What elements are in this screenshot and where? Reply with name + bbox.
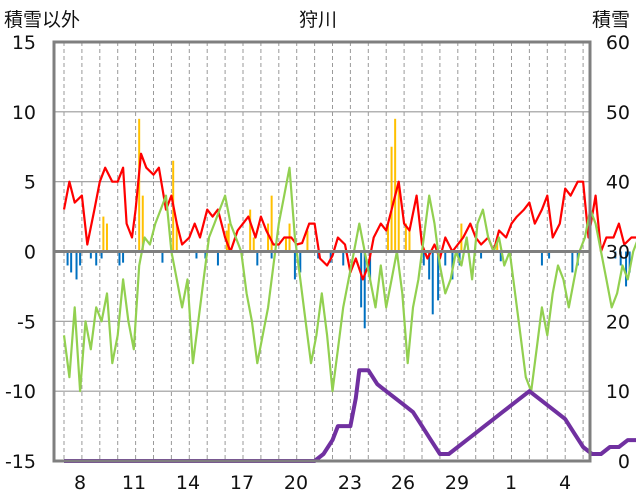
precip-bar-negative <box>614 251 617 259</box>
precip-bar-negative <box>204 251 207 259</box>
y-tick-left: 0 <box>24 242 36 264</box>
precip-bar-negative <box>256 251 259 266</box>
x-tick-label: 20 <box>284 472 308 494</box>
precip-bar-negative <box>480 251 483 259</box>
precip-bar-negative <box>444 251 447 266</box>
precip-bar-negative <box>619 251 622 266</box>
precip-bar-negative <box>118 251 121 266</box>
x-tick-label: 23 <box>338 472 362 494</box>
axes <box>52 40 592 463</box>
series-line-red <box>62 152 636 281</box>
precip-bar-negative <box>428 251 431 280</box>
x-tick-label: 14 <box>176 472 200 494</box>
precip-bar-negative <box>571 251 574 273</box>
y-tick-left: 10 <box>12 102 36 124</box>
right-axis-title: 積雪 <box>592 9 630 31</box>
y-tick-left: 15 <box>12 32 36 54</box>
precip-bar-negative <box>360 251 363 308</box>
y-tick-left: -10 <box>5 381 36 403</box>
precip-bar <box>175 223 178 252</box>
y-tick-right: 50 <box>606 102 630 124</box>
precip-bar <box>252 237 255 252</box>
y-tick-left: -5 <box>17 311 36 333</box>
x-tick-label: 29 <box>445 472 469 494</box>
x-tick-label: 8 <box>74 472 86 494</box>
chart-title: 狩川 <box>299 9 337 31</box>
precip-bar-negative <box>342 251 345 266</box>
precip-bar-negative <box>216 251 219 266</box>
precip-bar-negative <box>95 251 98 266</box>
series-lines <box>62 152 636 463</box>
precip-bar-negative <box>548 251 551 259</box>
precip-bar-negative <box>431 251 434 315</box>
precip-bar-negative <box>299 251 302 273</box>
precip-bar-negative <box>89 251 92 259</box>
precip-bar-negative <box>422 251 425 266</box>
series-line-green <box>62 166 636 393</box>
series-line-purple <box>64 368 636 463</box>
precip-bar-negative <box>75 251 78 280</box>
y-tick-left: -15 <box>5 451 36 473</box>
precip-bar-negative <box>70 251 73 273</box>
grid <box>54 42 590 461</box>
precip-bar-negative <box>270 251 273 259</box>
precip-bar-negative <box>66 251 69 266</box>
precip-bar-negative <box>628 251 631 273</box>
precip-bar <box>227 223 230 252</box>
x-tick-label: 1 <box>505 472 517 494</box>
precip-bar-negative <box>499 251 502 262</box>
precip-bar <box>397 181 400 252</box>
x-tick-label: 4 <box>559 472 571 494</box>
precip-bar <box>460 223 463 252</box>
y-tick-left: 5 <box>24 172 36 194</box>
precip-bar <box>404 223 407 252</box>
precip-bar <box>394 118 397 252</box>
precip-bar <box>408 230 411 252</box>
y-tick-right: 0 <box>618 451 630 473</box>
x-tick-label: 17 <box>230 472 254 494</box>
precip-bar-negative <box>195 251 198 259</box>
precip-bar <box>102 216 105 252</box>
precip-bar-negative <box>293 251 296 280</box>
y-tick-right: 40 <box>606 172 630 194</box>
plot-frame <box>52 40 592 463</box>
precip-bar <box>249 209 252 252</box>
precip-bar-negative <box>100 251 103 259</box>
precip-bar-negative <box>122 251 125 263</box>
precip-bar <box>284 237 287 252</box>
precip-bar-negative <box>369 251 372 280</box>
precip-bar-negative <box>161 251 164 263</box>
y-tick-right: 10 <box>606 381 630 403</box>
precip-bar <box>270 195 273 252</box>
precip-bar <box>105 223 108 252</box>
precip-bar-negative <box>625 251 628 287</box>
x-tick-label: 11 <box>122 472 146 494</box>
precip-bar-negative <box>437 251 440 301</box>
precip-bar-negative <box>540 251 543 266</box>
precip-bar-negative <box>79 251 82 266</box>
precip-bar-negative <box>317 251 320 259</box>
precip-bar <box>267 223 270 252</box>
precip-bar <box>386 223 389 252</box>
precip-bar <box>306 230 309 252</box>
y-tick-right: 30 <box>606 242 630 264</box>
y-tick-right: 60 <box>606 32 630 54</box>
precip-bar-negative <box>363 251 366 329</box>
precip-bar <box>141 195 144 252</box>
y-tick-right: 20 <box>606 311 630 333</box>
x-tick-label: 26 <box>391 472 415 494</box>
precip-bar <box>390 146 393 252</box>
left-axis-title: 積雪以外 <box>4 9 80 31</box>
precip-bar <box>138 118 141 252</box>
